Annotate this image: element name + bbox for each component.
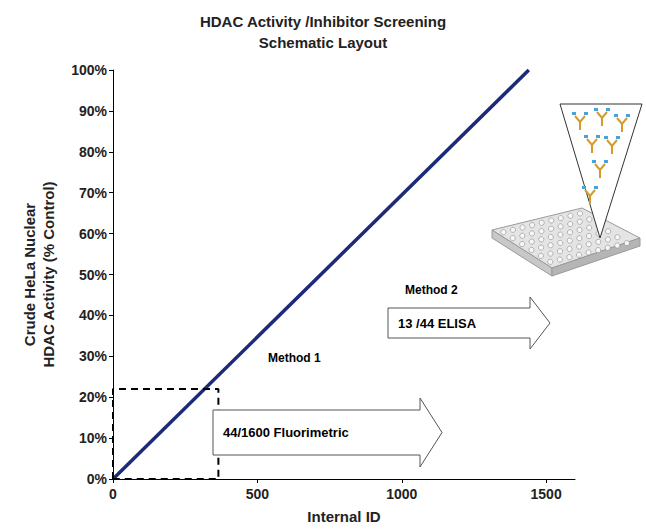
svg-text:80%: 80% <box>79 144 108 160</box>
svg-text:HDAC Activity (% Control): HDAC Activity (% Control) <box>40 181 57 367</box>
svg-text:0%: 0% <box>87 471 108 487</box>
svg-text:Schematic Layout: Schematic Layout <box>259 34 387 51</box>
svg-text:44/1600 Fluorimetric: 44/1600 Fluorimetric <box>223 425 349 440</box>
svg-text:100%: 100% <box>71 62 107 78</box>
svg-text:13 /44 ELISA: 13 /44 ELISA <box>398 316 477 331</box>
svg-text:40%: 40% <box>79 307 108 323</box>
svg-text:HDAC Activity /Inhibitor Scree: HDAC Activity /Inhibitor Screening <box>200 13 446 30</box>
svg-text:30%: 30% <box>79 348 108 364</box>
svg-text:Method 1: Method 1 <box>268 351 321 365</box>
svg-text:60%: 60% <box>79 226 108 242</box>
svg-text:Crude HeLa Nuclear: Crude HeLa Nuclear <box>21 203 38 347</box>
svg-text:70%: 70% <box>79 185 108 201</box>
svg-text:Method 2: Method 2 <box>405 283 458 297</box>
svg-text:0: 0 <box>109 486 117 502</box>
svg-text:1000: 1000 <box>386 486 417 502</box>
svg-text:1500: 1500 <box>531 486 562 502</box>
svg-text:10%: 10% <box>79 430 108 446</box>
svg-text:50%: 50% <box>79 267 108 283</box>
svg-text:Internal ID: Internal ID <box>307 508 381 525</box>
svg-text:500: 500 <box>246 486 270 502</box>
svg-text:90%: 90% <box>79 103 108 119</box>
svg-text:20%: 20% <box>79 389 108 405</box>
